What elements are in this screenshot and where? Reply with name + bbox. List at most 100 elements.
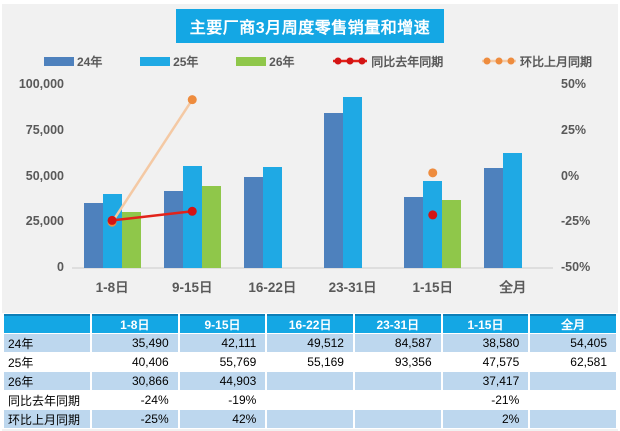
- legend-item: 26年: [236, 53, 295, 70]
- table-cell: [354, 391, 441, 409]
- legend-item: 同比去年同期: [332, 53, 443, 70]
- chart-panel: 主要厂商3月周度零售销量和增速 24年 25年 26年 同比去年同期 环比上月同期 1-…: [2, 4, 618, 431]
- legend-swatch: [44, 56, 74, 66]
- legend-label: 同比去年同期: [371, 54, 444, 69]
- legend-line-swatch: [333, 57, 368, 65]
- bar: [243, 177, 263, 268]
- table-cell: 54,405: [530, 334, 616, 352]
- table-cell: 47,575: [442, 353, 529, 371]
- legend-swatch: [236, 56, 267, 66]
- chart-legend: 24年 25年 26年 同比去年同期 环比上月同期: [2, 51, 618, 71]
- bar: [343, 97, 363, 268]
- table-header-row: 1-8日 9-15日 16-22日 23-31日 1-15日 全月: [4, 314, 616, 333]
- bar: [423, 180, 443, 268]
- table-cell: 2%: [442, 410, 529, 428]
- table-cell: 62,581: [530, 353, 616, 371]
- table-cell: 40,406: [92, 353, 178, 371]
- line-marker: [107, 215, 117, 225]
- data-table: 1-8日 9-15日 16-22日 23-31日 1-15日 全月 24年 35,490 42,…: [2, 313, 618, 429]
- line-marker: [187, 95, 197, 105]
- table-cell: 38,580: [442, 334, 529, 352]
- table-cell: 55,769: [179, 353, 266, 371]
- y-axis-tick: 25,000: [25, 214, 64, 229]
- legend-label: 环比上月同期: [519, 54, 592, 69]
- table-row: 26年 30,866 44,903 37,417: [4, 372, 616, 390]
- table-row: 25年 40,406 55,769 55,169 93,356 47,575 62,581: [4, 353, 616, 371]
- table-row-label: 24年: [4, 334, 90, 352]
- bar: [442, 199, 462, 268]
- legend-swatch: [140, 56, 171, 66]
- table-cell: 35,490: [92, 334, 178, 352]
- right-axis-tick: -25%: [561, 214, 591, 229]
- y-axis-tick: 100,000: [18, 77, 64, 91]
- title-row: 主要厂商3月周度零售销量和增速: [2, 9, 618, 43]
- table-cell: -21%: [442, 391, 529, 409]
- legend-label: 24年: [77, 54, 103, 69]
- y-axis-tick: 50,000: [25, 168, 64, 183]
- line-series: [107, 206, 438, 225]
- table-row: 同比去年同期 -24% -19% -21%: [4, 391, 616, 409]
- right-axis-tick: 50%: [561, 77, 587, 91]
- right-axis-tick: 0%: [561, 168, 580, 183]
- chart-title: 主要厂商3月周度零售销量和增速: [175, 9, 445, 43]
- x-axis-label: 1-15日: [412, 280, 454, 295]
- table-cell: [530, 410, 616, 428]
- table-header-cell: 1-8日: [92, 314, 178, 333]
- x-axis-label: 9-15日: [171, 280, 213, 295]
- table-row: 环比上月同期 -25% 42% 2%: [4, 410, 616, 428]
- legend-line-swatch: [481, 57, 516, 65]
- bar: [83, 203, 103, 268]
- line-marker: [428, 168, 438, 178]
- table-row-label: 环比上月同期: [4, 410, 90, 428]
- line-marker: [187, 206, 197, 216]
- table-header-cell: 9-15日: [179, 314, 266, 333]
- line-marker: [428, 210, 438, 220]
- table-row-label: 26年: [4, 372, 90, 390]
- table-cell: 55,169: [267, 353, 353, 371]
- table-cell: 30,866: [92, 372, 178, 390]
- legend-item: 24年: [44, 53, 102, 70]
- bar: [324, 113, 344, 268]
- table-cell: -25%: [92, 410, 178, 428]
- table-header-cell: 全月: [530, 314, 616, 333]
- bar: [121, 211, 141, 268]
- table-cell: 42%: [179, 410, 266, 428]
- bar: [404, 197, 424, 268]
- table-row-label: 同比去年同期: [4, 391, 90, 409]
- table-cell: 93,356: [354, 353, 441, 371]
- table-cell: [267, 391, 353, 409]
- table-header-cell: 1-15日: [442, 314, 529, 333]
- bar: [182, 165, 202, 268]
- legend-label: 25年: [173, 54, 199, 69]
- bar: [163, 190, 183, 268]
- table-cell: [530, 372, 616, 390]
- line-overlay: [107, 95, 438, 227]
- table-cell: [267, 410, 353, 428]
- right-axis-tick: -50%: [561, 260, 591, 274]
- table-cell: 44,903: [179, 372, 266, 390]
- bar: [484, 168, 504, 268]
- table-row-label: 25年: [4, 353, 90, 371]
- table-cell: 84,587: [354, 334, 441, 352]
- legend-label: 26年: [269, 54, 295, 69]
- x-axis-label: 16-22日: [248, 280, 297, 295]
- table-corner-cell: [4, 314, 90, 333]
- legend-item: 环比上月同期: [481, 53, 592, 70]
- x-axis-label: 1-8日: [95, 280, 129, 295]
- x-axis-label: 全月: [499, 280, 527, 295]
- x-axis-label: 23-31日: [328, 280, 377, 295]
- table-header-cell: 16-22日: [267, 314, 353, 333]
- table-cell: -19%: [179, 391, 266, 409]
- bar: [503, 153, 523, 268]
- table-cell: [354, 372, 441, 390]
- table-cell: [354, 410, 441, 428]
- table-header-cell: 23-31日: [354, 314, 441, 333]
- bar: [262, 167, 282, 268]
- bar: [201, 185, 221, 268]
- table-cell: 49,512: [267, 334, 353, 352]
- legend-item: 25年: [140, 53, 198, 70]
- table-cell: -24%: [92, 391, 178, 409]
- y-axis-tick: 75,000: [25, 122, 64, 137]
- line-series: [107, 95, 438, 227]
